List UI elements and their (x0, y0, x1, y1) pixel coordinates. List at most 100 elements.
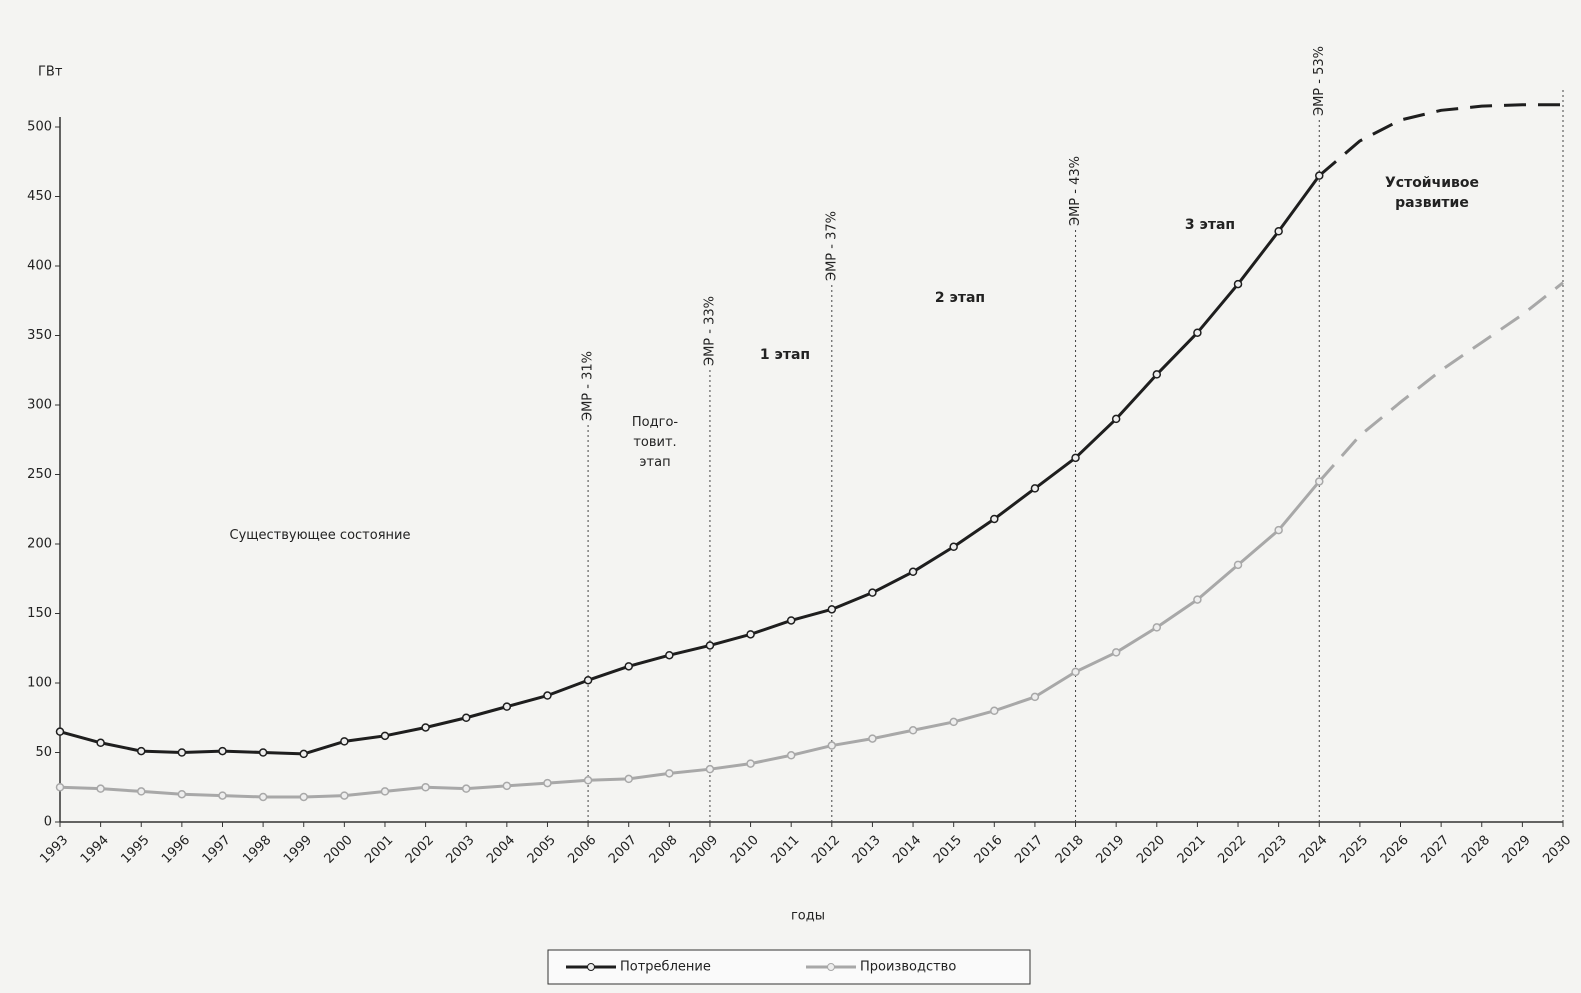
point-marker (949, 542, 958, 552)
x-tick-label: 2022 (1215, 833, 1249, 867)
y-axis-label: ГВт (38, 65, 63, 80)
x-tick-label: 2018 (1053, 833, 1087, 867)
x-tick-label: 2028 (1459, 833, 1493, 867)
point-marker (218, 791, 227, 800)
point-marker (1071, 667, 1080, 677)
annotation: 3 этап (1185, 217, 1235, 233)
legend-marker (587, 963, 595, 971)
x-tick-label: 2015 (931, 833, 965, 867)
x-tick-label: 1994 (78, 833, 112, 867)
point-marker (583, 776, 593, 785)
annotation-line: 3 этап (1185, 217, 1235, 233)
reference-label: ЭМР - 31% (581, 351, 596, 421)
y-tick-label: 100 (27, 676, 52, 691)
point-marker (461, 713, 471, 722)
y-tick-label: 300 (27, 398, 52, 413)
point-marker (1111, 648, 1121, 657)
y-tick-label: 200 (27, 537, 52, 552)
x-tick-label: 2016 (972, 833, 1006, 867)
legend-label: Потребление (620, 960, 711, 975)
annotation-line: Существующее состояние (230, 528, 411, 543)
point-marker (177, 748, 187, 757)
point-marker (1233, 560, 1243, 570)
y-tick-label: 500 (27, 120, 52, 135)
x-tick-label: 1996 (159, 833, 193, 867)
x-tick-label: 2026 (1378, 833, 1412, 867)
point-marker (96, 738, 105, 748)
point-marker (380, 731, 390, 741)
annotation: 2 этап (935, 290, 985, 306)
annotation: Существующее состояние (230, 528, 411, 543)
point-marker (1315, 477, 1324, 486)
x-tick-label: 2012 (809, 833, 843, 867)
annotation-line: 1 этап (760, 347, 810, 363)
point-marker (624, 662, 633, 671)
x-tick-label: 2019 (1093, 833, 1127, 867)
point-marker (949, 717, 958, 727)
x-axis-label: годы (791, 909, 825, 924)
y-tick-label: 450 (27, 189, 52, 204)
x-tick-label: 2013 (850, 833, 884, 867)
y-tick-label: 0 (44, 815, 52, 830)
annotation: Подго-товит. этап (632, 415, 679, 470)
point-marker (258, 748, 268, 757)
annotation-line: этап (639, 455, 670, 470)
point-marker (990, 706, 999, 716)
point-marker (705, 641, 715, 650)
point-marker (258, 792, 268, 802)
x-tick-label: 2017 (1012, 833, 1046, 867)
x-tick-label: 2030 (1540, 833, 1574, 867)
x-tick-label: 2025 (1337, 833, 1371, 867)
point-marker (1152, 623, 1162, 632)
point-marker (624, 774, 633, 784)
point-marker (1111, 414, 1121, 424)
x-tick-label: 1997 (200, 833, 234, 867)
x-tick-label: 2020 (1134, 833, 1168, 867)
point-marker (218, 746, 227, 756)
point-marker (746, 759, 755, 768)
point-marker (746, 630, 755, 639)
legend-box (547, 949, 1031, 985)
point-marker (665, 650, 674, 660)
x-tick-label: 1999 (281, 833, 315, 867)
point-marker (421, 723, 430, 732)
point-marker (1233, 279, 1243, 289)
annotation: Устойчивое развитие (1385, 175, 1479, 211)
point-marker (786, 616, 796, 625)
point-marker (786, 751, 796, 760)
annotation-line: товит. (633, 435, 676, 450)
point-marker (1315, 171, 1324, 180)
x-tick-label: 2003 (444, 833, 478, 867)
point-marker (55, 783, 65, 792)
point-marker (868, 588, 877, 597)
annotation: 1 этап (760, 347, 810, 363)
reference-label: ЭМР - 43% (1068, 156, 1083, 226)
x-tick-label: 2027 (1418, 833, 1452, 867)
annotation-line: развитие (1395, 195, 1469, 211)
x-tick-label: 2014 (890, 833, 924, 867)
x-tick-label: 2024 (1297, 833, 1331, 867)
point-marker (96, 784, 105, 793)
point-marker (583, 675, 593, 685)
point-marker (299, 749, 308, 759)
point-marker (665, 769, 674, 778)
y-tick-label: 250 (27, 467, 52, 482)
point-marker (177, 789, 187, 799)
series-forecast-line (1318, 103, 1563, 177)
point-marker (55, 727, 65, 736)
point-marker (1193, 595, 1202, 604)
point-marker (502, 781, 512, 791)
reference-label: ЭМР - 33% (702, 296, 717, 366)
x-tick-label: 1998 (240, 833, 274, 867)
point-marker (340, 791, 349, 800)
point-marker (1274, 525, 1283, 535)
point-marker (868, 734, 877, 743)
x-tick-label: 1993 (37, 833, 71, 867)
x-tick-label: 2007 (606, 833, 640, 867)
x-tick-label: 1995 (119, 833, 153, 867)
series-line (59, 480, 1321, 799)
y-tick-label: 400 (27, 259, 52, 274)
x-tick-label: 2004 (484, 833, 518, 867)
point-marker (543, 691, 552, 700)
x-tick-label: 2009 (687, 833, 721, 867)
